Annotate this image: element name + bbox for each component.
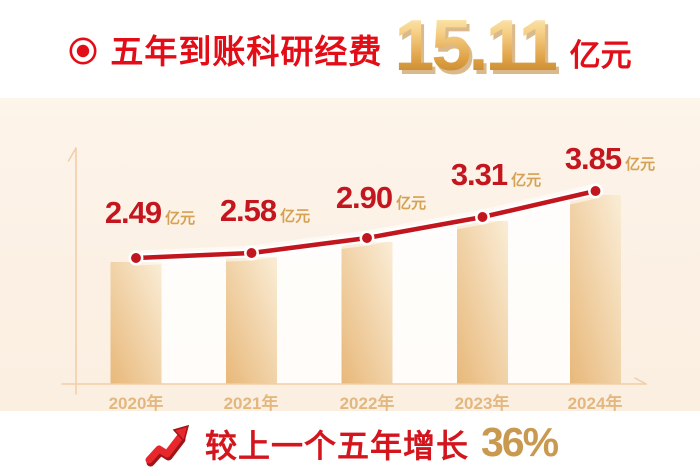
value-label: 2.90 亿元 [336, 182, 426, 213]
value-unit: 亿元 [396, 195, 427, 212]
value-label: 2.58 亿元 [220, 195, 310, 226]
value-label: 3.31 亿元 [451, 159, 541, 190]
point-2022 [359, 230, 375, 246]
value-unit: 亿元 [280, 208, 311, 225]
x-tick-2022: 2022年 [339, 394, 395, 413]
total-amount-unit: 亿元 [569, 37, 632, 73]
point-2020 [128, 250, 144, 266]
point-2021 [244, 245, 259, 261]
chart-panel: 2.49 亿元 2.58 亿元 2.90 亿元 3.31 亿元 3.85 亿元 … [0, 98, 700, 413]
data-points [128, 183, 603, 266]
trend-up-arrow-icon [145, 424, 190, 466]
value-label: 2.49 亿元 [105, 197, 195, 228]
footer: 较上一个五年增长 36% [0, 411, 700, 476]
header: 五年到账科研经费 15.11 亿元 [0, 0, 700, 98]
value-number: 2.58 [219, 193, 277, 228]
y-axis-arrow [67, 147, 77, 162]
axes [61, 147, 647, 395]
bar-2022 [341, 242, 393, 384]
bars [110, 195, 621, 384]
point-2024 [588, 183, 603, 199]
bar-2021 [226, 257, 277, 384]
value-number: 3.31 [450, 157, 508, 192]
bar-line-chart [61, 147, 647, 395]
value-number: 3.85 [564, 141, 622, 176]
value-number: 2.49 [104, 195, 162, 230]
page-title: 五年到账科研经费 [110, 33, 383, 70]
total-amount: 15.11 [394, 6, 558, 86]
x-tick-2021: 2021年 [223, 394, 279, 413]
value-unit: 亿元 [625, 156, 656, 173]
x-tick-2020: 2020年 [108, 394, 164, 413]
point-2023 [475, 209, 490, 225]
x-axis-arrow [634, 377, 647, 385]
value-label: 3.85 亿元 [565, 143, 655, 174]
x-tick-2023: 2023年 [454, 394, 510, 413]
bar-2020 [110, 262, 162, 384]
bar-2024 [570, 195, 621, 384]
value-number: 2.90 [335, 180, 393, 215]
x-tick-2024: 2024年 [567, 394, 623, 413]
growth-label: 较上一个五年增长 [204, 427, 469, 464]
value-unit: 亿元 [511, 172, 542, 189]
growth-percent: 36% [480, 419, 559, 465]
target-icon [69, 37, 97, 65]
bar-2023 [457, 221, 508, 384]
value-unit: 亿元 [165, 210, 196, 227]
